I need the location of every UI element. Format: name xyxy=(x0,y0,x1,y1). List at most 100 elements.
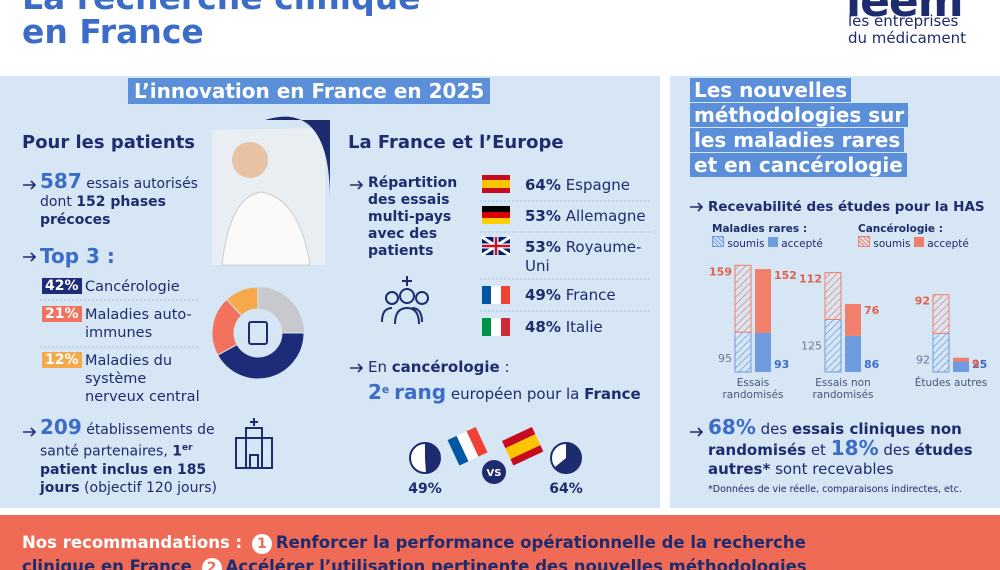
bar-label: 93 xyxy=(774,358,789,371)
text: (objectif 120 jours) xyxy=(84,479,217,496)
sites-block: 209 établissements de santé partenaires,… xyxy=(40,415,240,497)
top3-heading: Top 3 : xyxy=(40,244,115,268)
country-name: Allemagne xyxy=(565,207,646,225)
legend-text: soumis xyxy=(873,238,911,250)
country-name: France xyxy=(565,286,616,304)
arrows xyxy=(23,180,704,437)
section-banner: L’innovation en France en 2025 xyxy=(128,78,491,104)
dynamic: 49% 64% 95 159 93 152 125 112 86 76 92 92 259 xyxy=(211,264,987,497)
text: France xyxy=(584,385,641,403)
badge: 42% xyxy=(42,278,82,294)
reco-text: Nos recommandations : 1 Renforcer la perf… xyxy=(22,531,822,570)
bar-label: 9 xyxy=(972,358,980,371)
bar-label: 159 xyxy=(709,265,732,278)
text: des xyxy=(883,441,910,459)
text: patient inclus en xyxy=(40,461,173,478)
group-label: Essais randomisés xyxy=(722,377,784,401)
text: établissements de santé partenaires, xyxy=(40,422,215,460)
text: 152 phases précoces xyxy=(40,194,166,228)
title-line: Les nouvelles xyxy=(690,78,908,102)
title-line: en France xyxy=(22,12,204,51)
bar-segment xyxy=(734,264,752,333)
bar-label: 152 xyxy=(774,269,797,282)
chart-heading: Recevabilité des études pour la HAS xyxy=(708,199,985,215)
country-percent: 53% xyxy=(525,238,561,256)
legend-title: Cancérologie : xyxy=(858,223,943,235)
legend-swatch xyxy=(767,237,778,247)
text: En xyxy=(368,358,387,376)
bar-label: 25 xyxy=(972,358,987,371)
badge: 21% xyxy=(42,306,82,322)
photo-face xyxy=(232,142,268,178)
country-percent: 64% xyxy=(525,176,561,194)
sites-number: 209 xyxy=(40,415,82,439)
pie-label: 49% xyxy=(408,481,442,497)
legend-swatch xyxy=(712,236,724,247)
text: et xyxy=(810,441,826,459)
text: 68% xyxy=(708,415,756,439)
bar-segment xyxy=(824,271,842,320)
text: 1 xyxy=(172,443,182,460)
title-text: méthodologies sur xyxy=(690,103,909,127)
title-line: les maladies rares xyxy=(690,128,908,152)
recommendations: Nos recommandations : 1 Renforcer la perf… xyxy=(0,515,1000,570)
country-row: 64% Espagne xyxy=(525,176,650,195)
country-name: Royaume-Uni xyxy=(525,238,642,275)
legend-rare: Maladies rares : soumis accepté xyxy=(712,222,823,251)
bar-segment xyxy=(734,331,752,373)
title-text: et en cancérologie xyxy=(690,153,907,177)
title-line: La recherche clinique xyxy=(22,0,421,17)
bar-segment xyxy=(953,361,969,372)
top3-name: Cancérologie xyxy=(85,279,180,295)
footnote: *Données de vie réelle, comparaisons ind… xyxy=(708,484,962,495)
bar-segment xyxy=(932,294,950,334)
group-label: Essais non randomisés xyxy=(812,377,874,401)
split-label: Répartition des essais multi-pays avec d… xyxy=(368,175,458,259)
text: e xyxy=(381,383,390,396)
bar-segment xyxy=(953,357,969,362)
reco-number: 1 xyxy=(251,534,272,554)
legend-text: accepté xyxy=(781,238,823,250)
country-row: 53% Allemagne xyxy=(525,207,650,226)
bar-label: 125 xyxy=(801,340,822,353)
legend-text: accepté xyxy=(927,238,969,250)
country-percent: 53% xyxy=(525,207,561,225)
bar-segment xyxy=(755,269,771,333)
text: essais autorisés xyxy=(86,176,198,192)
hospital-icon xyxy=(235,418,273,469)
logo-sub: les entreprises xyxy=(848,12,959,30)
text: : xyxy=(504,358,510,376)
legend-title: Maladies rares : xyxy=(712,223,808,235)
country-name: Italie xyxy=(565,318,603,336)
text: sont recevables xyxy=(775,460,894,478)
top3-name: Maladies du système nerveux central xyxy=(85,353,200,405)
methods-title: Les nouvelles méthodologies sur les maladi… xyxy=(690,78,909,178)
cancer-line: En cancérologie : xyxy=(368,358,510,376)
pie-fill xyxy=(554,443,581,474)
title-line: méthodologies sur xyxy=(690,103,909,127)
bar-segment xyxy=(845,335,861,372)
country-row: 53% Royaume-Uni xyxy=(525,238,650,276)
summary: 68% des essais cliniques non randomisés … xyxy=(708,415,978,479)
bar-segment xyxy=(845,303,861,336)
heading: La France et l’Europe xyxy=(348,132,564,153)
country-percent: 48% xyxy=(525,318,561,336)
logo: leem xyxy=(846,0,964,27)
separators xyxy=(40,200,650,348)
title-text: les maladies rares xyxy=(690,128,905,152)
group-label: Études autres xyxy=(914,377,988,389)
text: 185 jours xyxy=(40,461,207,496)
bar-label: 92 xyxy=(916,353,930,366)
top3-name: Maladies auto-immunes xyxy=(85,307,192,341)
legend-swatch xyxy=(858,236,870,247)
text: des xyxy=(760,420,788,438)
country-name: Espagne xyxy=(565,176,630,194)
badge: 12% xyxy=(42,352,82,368)
pie-label: 64% xyxy=(549,481,583,497)
logo-sub: du médicament xyxy=(848,29,966,47)
bar-label: 92 xyxy=(915,295,930,308)
text: 2 xyxy=(368,380,382,404)
